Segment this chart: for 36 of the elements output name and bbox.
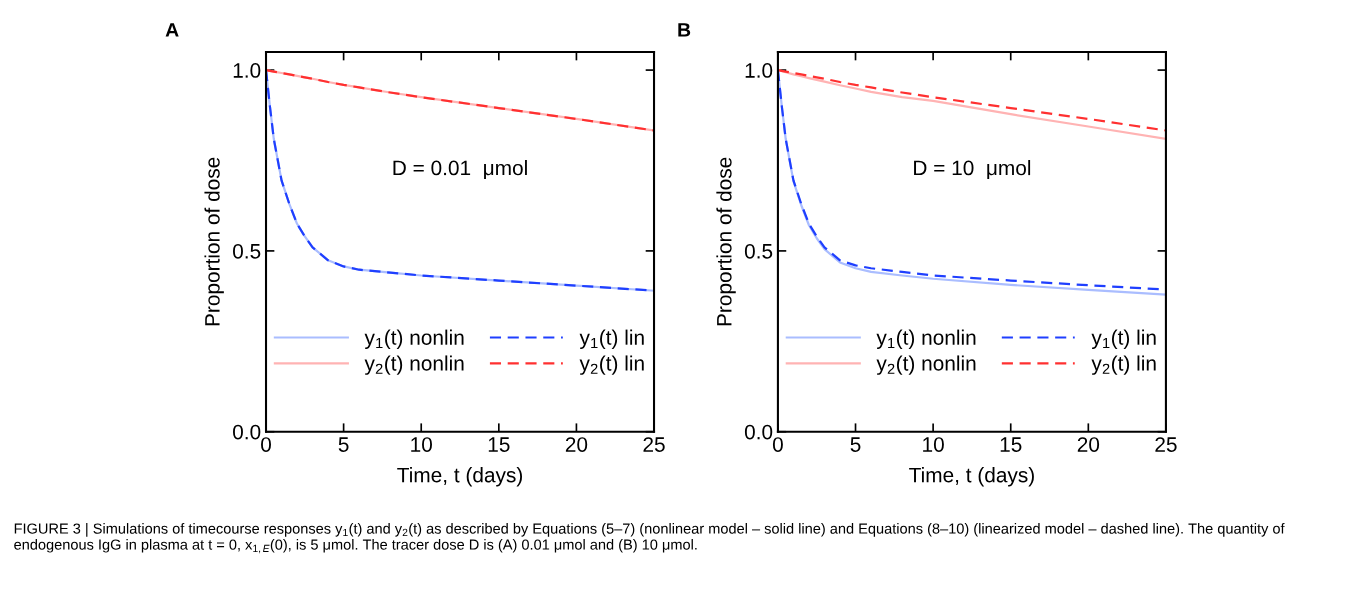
- line-series: [266, 68, 655, 132]
- chart-title: B: [678, 23, 691, 37]
- y-axis-title: Proportion of dose: [716, 157, 736, 326]
- legend-label: y$_{1}$(t) lin: [1091, 329, 1156, 350]
- legend-label: y$_{1}$(t) nonlin: [876, 329, 976, 350]
- legend-label: y$_{2}$(t) nonlin: [364, 355, 464, 375]
- chart-title: A: [165, 23, 179, 37]
- x-tick-label: 15: [1000, 437, 1022, 452]
- x-axis-title: Time, t (days): [909, 467, 1034, 487]
- legend-label: y$_{2}$(t) nonlin: [876, 355, 976, 375]
- x-tick-label: 0: [772, 437, 783, 452]
- legend-label: y$_{2}$(t) lin: [1091, 355, 1156, 375]
- x-tick-label: 15: [488, 437, 510, 452]
- y-tick-label: 0.0: [744, 424, 773, 440]
- y-tick-label: 1.0: [745, 63, 773, 78]
- x-tick-label: 20: [1077, 437, 1100, 452]
- y-tick-label: 0.5: [744, 243, 773, 259]
- x-tick-label: 10: [923, 437, 944, 452]
- legend-label: y$_{1}$(t) lin: [579, 329, 644, 350]
- annotation: D = 10 μmol: [914, 160, 1031, 180]
- y-tick-label: 0.0: [233, 424, 261, 440]
- x-tick-label: 20: [565, 437, 588, 452]
- x-tick-label: 25: [643, 437, 665, 452]
- y-axis-title: Proportion of dose: [204, 157, 224, 326]
- legend-label: y$_{1}$(t) nonlin: [364, 329, 464, 350]
- x-tick-label: 25: [1155, 437, 1177, 452]
- x-axis-title: Time, t (days): [397, 467, 523, 487]
- x-tick-label: 0: [261, 437, 271, 452]
- annotation: D = 0.01 μmol: [393, 160, 527, 180]
- legend-label: y$_{2}$(t) lin: [579, 355, 644, 375]
- x-tick-label: 10: [411, 437, 432, 452]
- y-tick-label: 1.0: [233, 63, 261, 78]
- text: FIGURE 3 | Simulations of timecourse responses y$_{1}$(t) and y$_{2}$(t) as described by Equations (5–7) (nonlinear model – solid line) and Equations (8–10) (linearized model – dashed line). The quantity of endogenous IgG in plasma at t = 0, x$_{1,E}$(0), is 5 μmol. The tracer dose D is (A) 0.01 μmol and (B) 10 μmol.: [14, 523, 1285, 554]
- x-tick-label: 5: [338, 437, 349, 452]
- y-tick-label: 0.5: [233, 243, 261, 259]
- x-tick-label: 5: [850, 437, 861, 452]
